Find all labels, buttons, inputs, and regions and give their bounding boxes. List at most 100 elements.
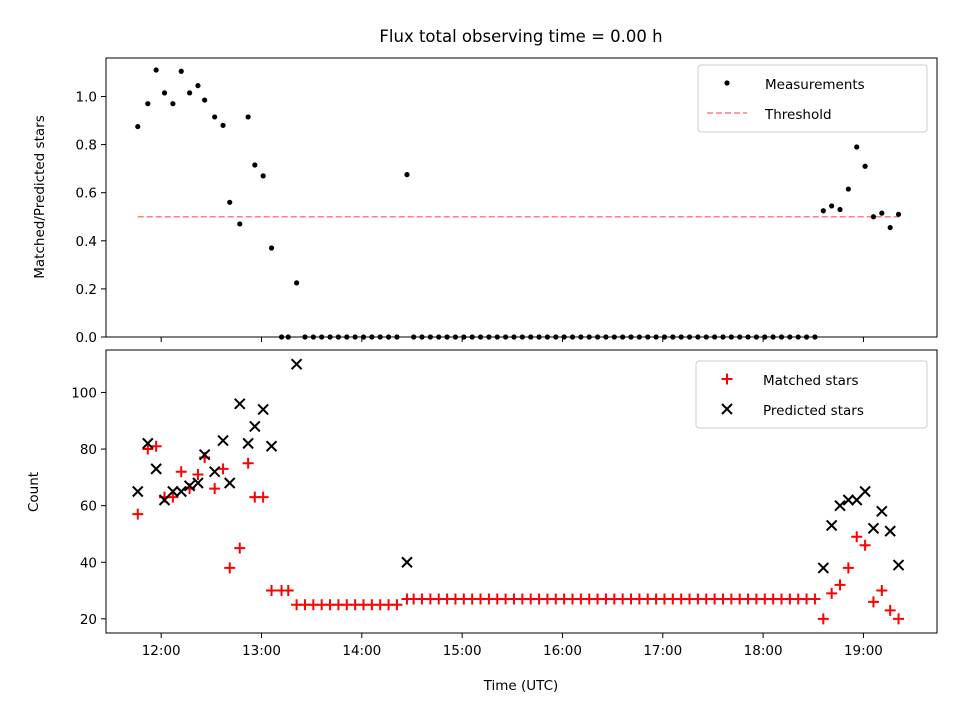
top-legend: Measurements Threshold xyxy=(697,64,928,133)
measurement-point xyxy=(145,101,151,107)
predicted-star-point xyxy=(192,477,204,489)
measurement-point xyxy=(294,280,300,286)
matched-star-point xyxy=(391,599,403,611)
predicted-star-point xyxy=(884,525,896,537)
top-x-ticks xyxy=(160,337,864,342)
predicted-star-point xyxy=(834,499,846,512)
matched-star-point xyxy=(142,443,154,455)
measurement-point xyxy=(161,90,168,96)
measurement-point xyxy=(268,245,275,251)
bottom-y-tick-label: 100 xyxy=(71,385,97,401)
matched-star-point xyxy=(209,483,221,495)
bottom-y-tick-label: 40 xyxy=(80,555,97,571)
measurement-point xyxy=(212,114,218,120)
measurement-point xyxy=(220,122,226,128)
matched-star-point xyxy=(809,593,821,605)
bottom-y-tick-label: 60 xyxy=(80,499,97,515)
top-y-tick-label: 0.6 xyxy=(76,186,97,202)
measurement-point xyxy=(237,221,243,227)
top-y-tick-label: 1.0 xyxy=(76,89,97,105)
matched-star-point xyxy=(893,613,905,625)
legend-threshold-label: Threshold xyxy=(764,107,832,123)
predicted-star-point xyxy=(150,463,162,475)
measurement-point xyxy=(202,97,208,103)
bottom-marks xyxy=(132,358,905,625)
matched-star-point xyxy=(867,596,879,608)
predicted-star-point xyxy=(867,522,880,534)
predicted-star-point xyxy=(198,449,211,461)
measurement-point xyxy=(170,101,176,107)
measurement-point xyxy=(829,203,835,209)
bottom-y-axis-label: Count xyxy=(26,472,42,512)
predicted-star-point xyxy=(158,494,171,506)
x-tick-label: 19:00 xyxy=(844,643,883,659)
top-y-tick-label: 0.2 xyxy=(76,282,97,298)
legend-measurements-marker xyxy=(724,80,730,86)
bottom-y-tick-label: 20 xyxy=(80,612,97,628)
matched-star-point xyxy=(817,613,829,625)
x-tick-label: 15:00 xyxy=(443,643,482,659)
top-y-ticks: 0.0 0.2 0.4 0.6 0.8 1.0 xyxy=(76,89,106,346)
measurement-point xyxy=(887,224,893,231)
measurement-point xyxy=(854,144,860,150)
matched-star-point xyxy=(851,531,863,543)
measurement-point xyxy=(862,163,868,169)
measurement-point xyxy=(820,208,826,214)
bottom-y-tick-label: 80 xyxy=(80,442,97,458)
matched-star-point xyxy=(884,604,896,616)
measurement-point xyxy=(187,90,193,96)
matched-star-point xyxy=(876,585,888,597)
measurement-point xyxy=(837,206,843,213)
predicted-star-point xyxy=(167,485,179,498)
measurement-point xyxy=(178,68,184,74)
legend-predicted-marker xyxy=(721,403,733,415)
top-panel: Flux total observing time = 0.00 h Match… xyxy=(32,27,938,346)
measurement-point xyxy=(404,172,410,178)
predicted-star-point xyxy=(401,556,413,568)
matched-star-point xyxy=(217,463,229,475)
predicted-star-point xyxy=(217,434,229,447)
x-tick-label: 12:00 xyxy=(142,643,181,659)
top-legend-box xyxy=(697,64,928,133)
legend-predicted-label: Predicted stars xyxy=(763,403,864,419)
matched-star-point xyxy=(192,469,204,481)
bottom-y-ticks: 20 40 60 80 100 xyxy=(71,385,106,628)
measurement-point xyxy=(252,162,258,168)
top-y-axis-label: Matched/Predicted stars xyxy=(32,115,48,278)
legend-measurements-label: Measurements xyxy=(765,77,865,93)
predicted-star-point xyxy=(825,519,838,532)
bottom-legend-box xyxy=(695,360,928,429)
x-tick-label: 13:00 xyxy=(242,643,281,659)
matched-star-point xyxy=(257,491,269,503)
matched-star-point xyxy=(282,585,294,597)
measurement-point xyxy=(260,173,266,179)
top-axes-frame xyxy=(105,57,938,338)
legend-matched-label: Matched stars xyxy=(763,373,859,389)
predicted-star-point xyxy=(183,480,196,492)
matched-star-point xyxy=(266,585,278,597)
predicted-star-point xyxy=(859,485,871,498)
x-tick-label: 17:00 xyxy=(643,643,682,659)
predicted-star-point xyxy=(257,403,269,416)
measurement-point xyxy=(870,214,877,220)
predicted-star-point xyxy=(224,477,236,489)
top-y-tick-label: 0.4 xyxy=(76,234,97,250)
predicted-star-point xyxy=(892,559,905,571)
predicted-star-point xyxy=(876,505,888,518)
predicted-star-point xyxy=(132,485,144,498)
measurement-point xyxy=(195,83,201,89)
predicted-star-point xyxy=(817,562,830,574)
matched-star-point xyxy=(826,587,838,599)
predicted-star-point xyxy=(249,420,261,433)
matched-star-point xyxy=(150,440,162,452)
predicted-star-point xyxy=(265,440,278,452)
x-tick-label: 14:00 xyxy=(342,643,381,659)
x-tick-label: 16:00 xyxy=(543,643,582,659)
measurement-point xyxy=(135,123,141,130)
measurement-point xyxy=(895,211,902,217)
x-axis-label: Time (UTC) xyxy=(483,678,559,694)
top-y-tick-label: 0.0 xyxy=(76,330,97,346)
predicted-star-point xyxy=(142,437,154,450)
measurement-point xyxy=(845,186,851,192)
matched-star-point xyxy=(175,466,187,478)
